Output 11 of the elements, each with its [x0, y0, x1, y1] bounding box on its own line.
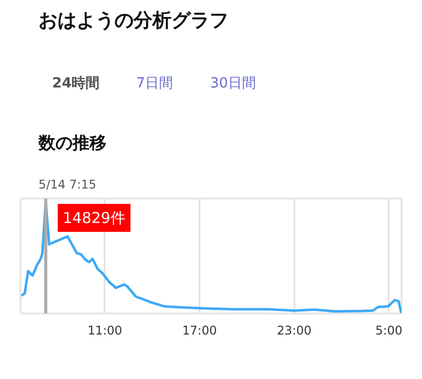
chart-title: おはようの分析グラフ: [38, 10, 229, 32]
chart-subtitle: 数の推移: [38, 134, 107, 154]
text: 7日間: [136, 76, 173, 92]
x-tick-label: 17:00: [182, 324, 217, 338]
x-tick-label: 11:00: [88, 324, 122, 338]
text: 24時間: [52, 76, 100, 92]
ref-line-label: 5/14 7:15: [38, 178, 96, 192]
annotation: 14829件: [62, 208, 126, 227]
x-tick-label: 23:00: [276, 324, 312, 338]
text: 30日間: [210, 76, 256, 92]
x-tick-label: 5:00: [375, 324, 402, 338]
